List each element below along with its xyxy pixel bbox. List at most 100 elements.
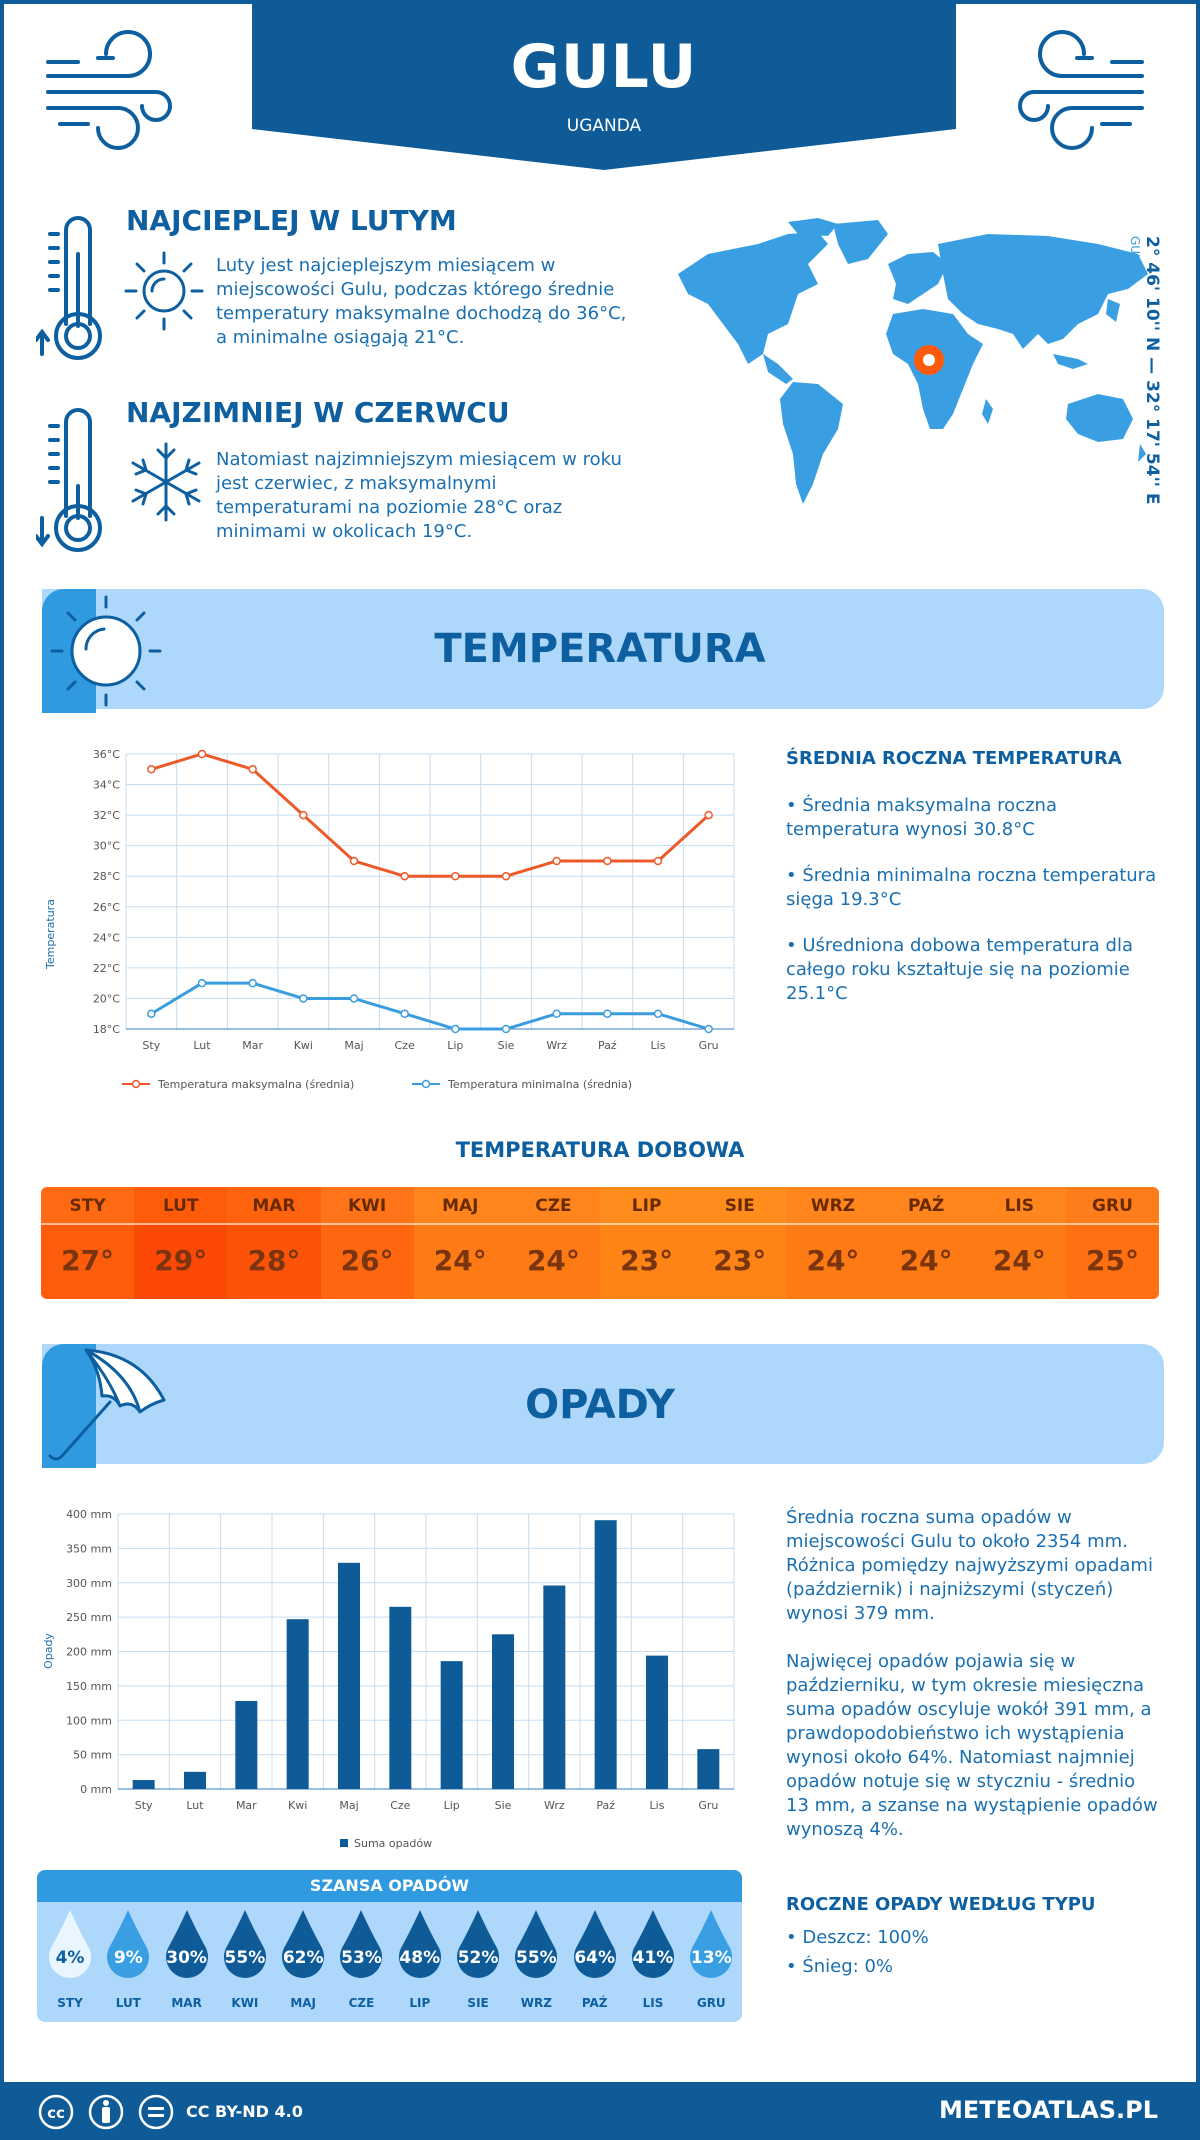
daily-temperature-column: MAR 28° xyxy=(227,1187,321,1299)
wind-icon xyxy=(1018,30,1144,150)
max-temperature-point xyxy=(653,856,663,866)
daily-temperature-value: 23° xyxy=(693,1225,787,1299)
max-temperature-point xyxy=(197,749,207,759)
raindrop-icon xyxy=(573,1910,616,1978)
precip-chance-month: GRU xyxy=(696,1996,726,2010)
raindrop-icon xyxy=(282,1910,325,1978)
daily-temperature-value: 24° xyxy=(972,1225,1066,1299)
cc-icon: cc xyxy=(47,2104,65,2122)
precip-x-tick: Lis xyxy=(650,1799,665,1812)
daily-temperature-value: 23° xyxy=(600,1225,694,1299)
precip-chance-item: 52% SIE xyxy=(449,1908,507,2018)
country-name: UGANDA xyxy=(566,116,642,136)
daily-temperature-column: PAŹ 24° xyxy=(879,1187,973,1299)
thermometer-down-icon xyxy=(36,408,102,552)
precip-chance-item: 4% STY xyxy=(41,1908,99,2018)
daily-temperature-column: LUT 29° xyxy=(134,1187,228,1299)
daily-temperature-value: 25° xyxy=(1065,1225,1159,1299)
precip-chance-item: 13% GRU xyxy=(682,1908,740,2018)
precip-chance-month: KWI xyxy=(231,1996,259,2010)
precip-chance-value: 62% xyxy=(282,1948,324,1968)
daily-temperature-value: 24° xyxy=(413,1225,507,1299)
precip-chance-value: 9% xyxy=(113,1948,143,1968)
raindrop-icon xyxy=(631,1910,674,1978)
temp-y-tick: 20°C xyxy=(93,992,120,1005)
temperature-y-axis-label: Temperatura xyxy=(44,899,57,970)
bullet-max: • Średnia maksymalna roczna temperatura w… xyxy=(786,795,1057,840)
precip-chance-item: 55% WRZ xyxy=(507,1908,565,2018)
wind-icon xyxy=(46,30,172,150)
precip-x-tick: Cze xyxy=(390,1799,410,1812)
precip-bar xyxy=(646,1655,668,1789)
max-temperature-point xyxy=(400,871,409,881)
precip-x-tick: Maj xyxy=(339,1799,358,1812)
daily-temperature-value: 29° xyxy=(134,1225,228,1299)
min-temperature-point xyxy=(197,978,207,988)
precipitation-summary: Średnia roczna suma opadów w miejscowośc… xyxy=(786,1507,1158,1840)
temp-y-tick: 34°C xyxy=(93,779,120,792)
site-link[interactable]: METEOATLAS.PL xyxy=(938,2096,1158,2124)
precipitation-type-title: ROCZNE OPADY WEDŁUG TYPU xyxy=(786,1894,1096,1915)
precip-chance-item: 53% CZE xyxy=(332,1908,390,2018)
min-temperature-point xyxy=(501,1024,511,1034)
max-temperature-point xyxy=(552,856,561,866)
precip-chance-item: 62% MAJ xyxy=(274,1908,332,2018)
precipitation-y-axis-label: Opady xyxy=(42,1633,55,1669)
legend-max-label: Temperatura maksymalna (średnia) xyxy=(157,1078,354,1091)
precip-chance-value: 41% xyxy=(632,1948,674,1968)
max-temperature-point xyxy=(704,810,713,820)
no-derivatives-icon xyxy=(148,2107,164,2117)
daily-temperature-column: LIS 24° xyxy=(972,1187,1066,1299)
temperature-band xyxy=(42,589,1164,709)
temp-y-tick: 26°C xyxy=(93,901,120,914)
temp-y-tick: 30°C xyxy=(93,840,120,853)
precip-chance-month: CZE xyxy=(348,1996,375,2010)
precip-bar xyxy=(389,1606,412,1789)
daily-temperature-column: MAJ 24° xyxy=(413,1187,507,1299)
coldest-title: NAJZIMNIEJ W CZERWCU xyxy=(126,396,510,429)
temp-x-tick: Lip xyxy=(447,1039,463,1052)
precip-y-tick: 400 mm xyxy=(66,1508,112,1521)
min-temperature-point xyxy=(704,1024,713,1034)
max-temperature-point xyxy=(147,765,156,774)
min-temperature-point xyxy=(552,1009,561,1018)
temp-y-tick: 24°C xyxy=(93,931,120,944)
precip-chance-value: 55% xyxy=(516,1948,557,1968)
daily-month-label: PAŹ xyxy=(879,1187,973,1225)
temp-x-tick: Sty xyxy=(142,1039,160,1052)
max-temperature-point xyxy=(501,871,511,881)
precip-x-tick: Kwi xyxy=(288,1799,307,1812)
daily-month-label: MAJ xyxy=(413,1187,507,1225)
sun-icon xyxy=(124,251,204,331)
temp-x-tick: Mar xyxy=(242,1039,263,1052)
precip-y-tick: 150 mm xyxy=(66,1680,112,1693)
daily-temperature-column: CZE 24° xyxy=(506,1187,601,1299)
precip-x-tick: Lut xyxy=(186,1799,204,1812)
precip-chance-value: 64% xyxy=(574,1948,616,1968)
raindrop-icon xyxy=(165,1910,208,1978)
precip-chance-month: PAŹ xyxy=(581,1996,608,2010)
daily-temperature-value: 28° xyxy=(227,1225,321,1299)
temp-y-tick: 32°C xyxy=(93,809,120,822)
temp-y-tick: 18°C xyxy=(93,1023,120,1036)
precip-y-tick: 200 mm xyxy=(66,1646,112,1659)
precip-y-tick: 350 mm xyxy=(66,1542,112,1555)
temp-x-tick: Paź xyxy=(598,1039,617,1052)
raindrop-icon xyxy=(49,1910,91,1978)
precip-chance-item: 48% LIP xyxy=(391,1908,449,2018)
precip-chance-month: WRZ xyxy=(520,1996,552,2010)
daily-temperature-value: 24° xyxy=(506,1225,601,1299)
raindrop-icon xyxy=(457,1910,500,1978)
daily-month-label: GRU xyxy=(1065,1187,1159,1225)
warmest-description: Luty jest najcieplejszym miesiącem w mie… xyxy=(216,255,627,348)
raindrop-icon xyxy=(398,1910,441,1978)
warmest-title: NAJCIEPLEJ W LUTYM xyxy=(126,204,457,237)
precip-x-tick: Mar xyxy=(236,1799,257,1812)
precipitation-chance-panel: SZANSA OPADÓW 4% STY 9% LUT 30% MAR 55% KWI 62% M… xyxy=(37,1870,742,2022)
license-icons: cc xyxy=(38,2094,174,2130)
temperature-chart: 18°C 20°C 22°C 24°C 26°C 28°C 30°C 32°C 34°C 36°C… xyxy=(44,748,735,1091)
precip-chance-month: LUT xyxy=(115,1996,141,2010)
precip-bar xyxy=(184,1771,206,1789)
min-temperature-point xyxy=(653,1009,663,1018)
snowflake-icon xyxy=(131,442,201,522)
